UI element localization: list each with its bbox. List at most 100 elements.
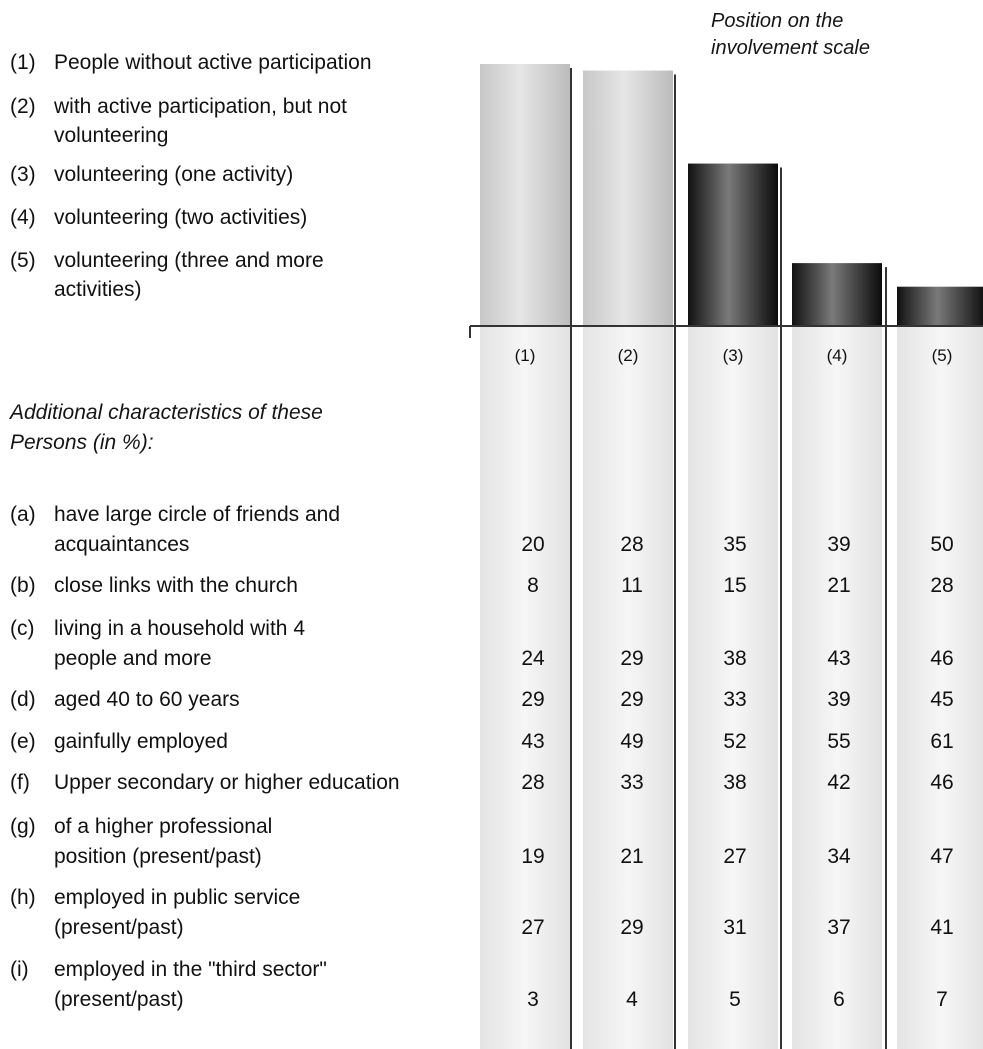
- row-text-line: aged 40 to 60 years: [54, 688, 240, 711]
- legend-number: (5): [10, 249, 36, 272]
- row-text-line: Upper secondary or higher education: [54, 771, 400, 794]
- table-cell: 31: [723, 916, 747, 939]
- table-row-label: (d) aged 40 to 60 years: [10, 685, 484, 715]
- table-cell: 29: [620, 916, 644, 939]
- bar-4: [792, 263, 882, 326]
- legend-text-line: volunteering (two activities): [54, 206, 308, 229]
- row-text: have large circle of friends and acquaint…: [54, 500, 484, 560]
- table-cell: 20: [521, 533, 545, 556]
- table-row-label: (b) close links with the church: [10, 571, 484, 601]
- legend-text-line: with active participation, but not: [54, 95, 347, 118]
- column-background-2: [583, 326, 673, 1049]
- column-label: (2): [617, 346, 639, 365]
- table-cell: 28: [521, 771, 545, 794]
- bar-1: [480, 64, 570, 326]
- column-background-1: [480, 326, 570, 1049]
- column-label: (1): [514, 346, 536, 365]
- row-text: employed in the "third sector" (present/p…: [54, 955, 484, 1015]
- table-cell: 43: [827, 647, 851, 670]
- table-cell: 11: [621, 574, 643, 597]
- legend-text-line: volunteering (one activity): [54, 163, 294, 186]
- table-cell: 3: [527, 988, 539, 1011]
- legend-number: (4): [10, 206, 36, 229]
- table-cell: 61: [930, 730, 954, 753]
- row-key: (f): [10, 771, 30, 794]
- table-cell: 38: [723, 647, 747, 670]
- table-cell: 28: [930, 574, 954, 597]
- row-text-line: employed in the "third sector": [54, 958, 327, 981]
- row-text: of a higher professional position (presen…: [54, 812, 484, 872]
- legend-text-line: volunteering (three and more: [54, 249, 324, 272]
- table-cell: 7: [936, 988, 948, 1011]
- table-cell: 34: [827, 845, 851, 868]
- legend-text: volunteering (two activities): [54, 203, 434, 232]
- table-cell: 27: [521, 916, 545, 939]
- table-cell: 41: [930, 916, 954, 939]
- row-text-line: (present/past): [54, 988, 184, 1011]
- row-text: Upper secondary or higher education: [54, 768, 484, 798]
- table-cell: 19: [521, 845, 545, 868]
- row-text-line: employed in public service: [54, 886, 301, 909]
- table-cell: 37: [827, 916, 851, 939]
- row-text-line: acquaintances: [54, 533, 190, 556]
- row-text: close links with the church: [54, 571, 484, 601]
- column-label: (5): [931, 346, 953, 365]
- table-cell: 27: [723, 845, 747, 868]
- column-background-5: [897, 326, 983, 1049]
- legend-item: (2) with active participation, but not vol…: [10, 92, 434, 150]
- column-label: (3): [722, 346, 744, 365]
- table-row-label: (f) Upper secondary or higher education: [10, 768, 484, 798]
- legend-item: (3) volunteering (one activity): [10, 160, 434, 189]
- row-text-line: of a higher professional: [54, 815, 273, 838]
- row-text-line: have large circle of friends and: [54, 503, 340, 526]
- row-key: (h): [10, 886, 36, 909]
- table-cell: 4: [626, 988, 638, 1011]
- table-row-label: (a) have large circle of friends and acqua…: [10, 500, 484, 560]
- table-cell: 35: [723, 533, 747, 556]
- table-cell: 33: [620, 771, 644, 794]
- table-cell: 28: [620, 533, 644, 556]
- table-cell: 29: [620, 688, 644, 711]
- row-text: aged 40 to 60 years: [54, 685, 484, 715]
- table-cell: 8: [527, 574, 539, 597]
- row-text: gainfully employed: [54, 727, 484, 757]
- row-key: (c): [10, 617, 35, 640]
- table-cell: 5: [729, 988, 741, 1011]
- row-key: (e): [10, 730, 36, 753]
- table-cell: 42: [827, 771, 851, 794]
- row-text-line: living in a household with 4: [54, 617, 305, 640]
- row-key: (b): [10, 574, 36, 597]
- table-cell: 29: [620, 647, 644, 670]
- table-cell: 21: [620, 845, 644, 868]
- legend-text: volunteering (three and more activities): [54, 246, 434, 304]
- section-heading-line-2: Persons (in %):: [10, 431, 154, 454]
- row-text-line: close links with the church: [54, 574, 298, 597]
- table-row-label: (i) employed in the "third sector" (presen…: [10, 955, 484, 1015]
- row-key: (a): [10, 503, 36, 526]
- legend-text-line: People without active participation: [54, 51, 372, 74]
- table-cell: 21: [827, 574, 851, 597]
- table-cell: 47: [930, 845, 954, 868]
- legend-item: (4) volunteering (two activities): [10, 203, 434, 232]
- legend-text-line: volunteering: [54, 124, 169, 147]
- table-cell: 43: [521, 730, 545, 753]
- row-text: employed in public service (present/past): [54, 883, 484, 943]
- row-text-line: (present/past): [54, 916, 184, 939]
- column-background-3: [688, 326, 778, 1049]
- legend-number: (3): [10, 163, 36, 186]
- section-heading-line-1: Additional characteristics of these: [10, 401, 323, 424]
- row-text-line: gainfully employed: [54, 730, 228, 753]
- bar-5: [897, 286, 983, 326]
- legend-item: (1) People without active participation: [10, 48, 434, 77]
- table-cell: 29: [521, 688, 545, 711]
- table-row-label: (e) gainfully employed: [10, 727, 484, 757]
- row-text: living in a household with 4 people and m…: [54, 614, 484, 674]
- row-key: (i): [10, 958, 29, 981]
- table-cell: 39: [827, 688, 851, 711]
- scale-title-line-1: Position on the: [711, 10, 844, 32]
- legend-number: (1): [10, 51, 36, 74]
- legend-text-line: activities): [54, 278, 142, 301]
- scale-title-line-2: involvement scale: [711, 37, 870, 59]
- table-cell: 39: [827, 533, 851, 556]
